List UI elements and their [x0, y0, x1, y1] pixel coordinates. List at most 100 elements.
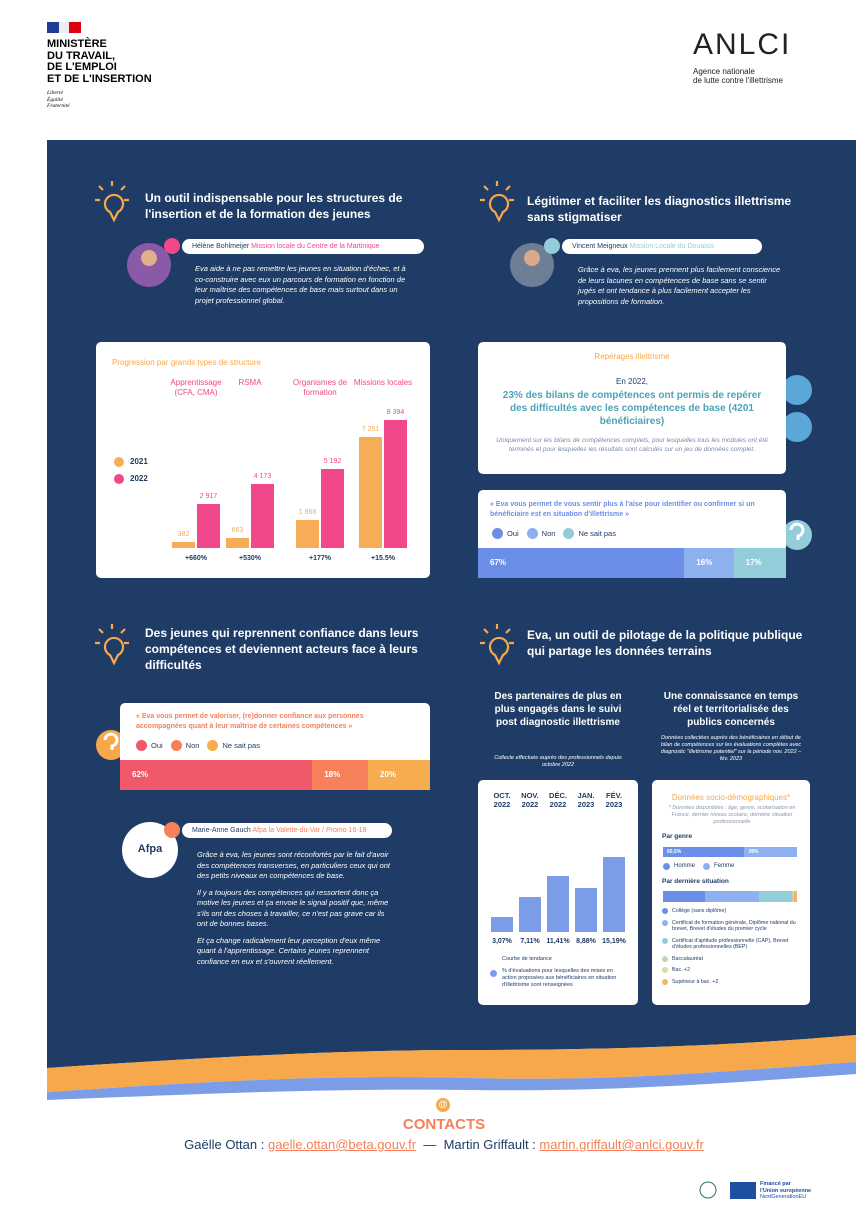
quote-paragraph: Grâce à eva, les jeunes sont réconfortés…	[197, 850, 391, 880]
segment-label: 18%	[324, 770, 341, 780]
agency-full: Agence nationale de lutte contre l'illet…	[693, 67, 783, 85]
legend-dot	[662, 978, 668, 985]
person: Hélène Bohlmeijer	[192, 243, 250, 250]
avatar-face	[141, 250, 157, 266]
category-label: RSMA	[238, 378, 262, 387]
legend-label: Oui	[507, 529, 519, 538]
legend-label: Supérieur à bac. +2	[672, 978, 719, 985]
agency-line: Agence nationale	[693, 67, 755, 76]
legend-dot	[662, 908, 668, 914]
legend-dot	[662, 919, 668, 926]
bar-segment	[312, 760, 368, 790]
legend-dot	[526, 528, 538, 539]
chart-title: « Eva vous permet de valoriser, (re)donn…	[136, 713, 364, 730]
person: Vincent Meigneux	[572, 243, 628, 250]
bar-segment	[120, 760, 313, 790]
segment-label: 62%	[132, 770, 149, 780]
legend-list: Collège (sans diplôme) Certificat de form…	[662, 908, 800, 985]
legend-dot	[663, 863, 670, 870]
question-mark	[103, 522, 805, 750]
funding: Financé par l'Union européenne NextGener…	[760, 1181, 811, 1201]
legend-label: Certificat d'aptitude professionnelle (C…	[672, 937, 789, 951]
legend-dot	[662, 955, 668, 962]
motto-line: Égalité	[47, 96, 63, 103]
funding-line: Financé par	[760, 1181, 791, 1187]
growth-label: +660%	[185, 555, 207, 562]
separator: —	[423, 1137, 437, 1152]
month-label: NOV. 2022	[521, 791, 539, 809]
info-box	[478, 342, 786, 474]
bar-segment	[744, 847, 797, 857]
motto: Liberté Égalité Fraternité	[47, 90, 70, 110]
org: Mission Locale du Douaisis	[629, 243, 715, 250]
flag-red	[69, 22, 81, 33]
growth-label: +15.5%	[371, 555, 395, 562]
section-title: Légitimer et faciliter les diagnostics i…	[527, 194, 792, 224]
person-tag: Hélène Bohlmeijer Mission locale du Cent…	[182, 239, 424, 254]
bar-segment	[733, 548, 786, 578]
ministry: MINISTÈRE DU TRAVAIL, DE L'EMPLOI ET DE …	[47, 38, 152, 85]
flag-blue	[47, 22, 59, 33]
quote-paragraph: Et ça change radicalement leur perceptio…	[197, 935, 381, 966]
legend-label: Certificat de formation générale, Diplôm…	[672, 919, 796, 933]
chart-title: « Eva vous permet de vous sentir plus à …	[490, 501, 755, 518]
value-label: 2 917	[199, 492, 218, 500]
month-label: OCT. 2022	[493, 791, 511, 809]
tag-badge	[164, 822, 180, 838]
value-label: 4 173	[253, 473, 272, 481]
bar-segment	[794, 891, 797, 902]
legend-item: Certificat d'aptitude professionnelle (C…	[662, 937, 800, 951]
contact-name: Gaëlle Ottan :	[184, 1137, 265, 1152]
ministry-line: DE L'EMPLOI	[47, 61, 117, 73]
motto-line: Liberté	[47, 90, 63, 96]
box-highlight: 23% des bilans de compétences ont permis…	[502, 390, 762, 427]
segment-label: 60,5%	[667, 849, 682, 855]
value-label: 7 251	[361, 426, 380, 434]
bar	[519, 896, 541, 932]
bar-segment	[368, 760, 430, 790]
legend-dot	[114, 457, 124, 467]
value-label: 382	[177, 531, 190, 539]
person-tag: Vincent Meigneux Mission Locale du Douai…	[562, 239, 762, 254]
legend-dot	[662, 937, 668, 944]
icon-circle	[782, 375, 812, 405]
section-title: Un outil indispensable pour les structur…	[145, 191, 403, 221]
quote: Grâce à eva, les jeunes prennent plus fa…	[578, 265, 781, 306]
category-label: Organismes de formation	[292, 378, 348, 397]
box-note: Uniquement sur les bilans de compétences…	[496, 437, 768, 453]
logo-circle	[122, 822, 178, 878]
month-label: JAN. 2023	[577, 791, 595, 809]
bar	[491, 916, 513, 932]
avatar-face	[524, 250, 540, 266]
segment-label: 17%	[745, 558, 762, 568]
ministry-line: DU TRAVAIL,	[47, 49, 116, 62]
legend-label: Courbe de tendance	[502, 956, 552, 962]
flag-white	[59, 22, 69, 33]
afpa-logo: Afpa	[137, 843, 163, 855]
legend-label: Non	[185, 741, 200, 750]
legend-dot	[662, 967, 668, 973]
legend-label: Homme	[674, 862, 696, 869]
legend-item: Bac. +2	[662, 967, 800, 974]
value-label: 663	[231, 526, 244, 534]
value-label: 8 394	[386, 409, 405, 416]
bar	[575, 888, 597, 932]
legend-item: Collège (sans diplôme)	[662, 908, 800, 915]
box-footnote: * Données disponibles : âge, genre, scol…	[668, 805, 796, 825]
box-intro: En 2022,	[615, 377, 649, 386]
eu-flag	[730, 1182, 756, 1199]
agency-line: de lutte contre l'illettrisme	[693, 76, 784, 85]
bar	[603, 857, 625, 932]
contact-email[interactable]: martin.griffault@anlci.gouv.fr	[539, 1137, 704, 1152]
legend-item: Certificat de formation générale, Diplôm…	[662, 919, 800, 933]
value-label: 3,07%	[492, 938, 512, 945]
bar-segment	[663, 847, 745, 857]
section-title: Des jeunes qui reprennent confiance dans…	[145, 626, 419, 672]
value-label: 11,41%	[546, 938, 570, 945]
bar	[197, 503, 220, 548]
quote: Eva aide à ne pas remettre les jeunes en…	[195, 264, 406, 305]
bar	[226, 537, 249, 548]
legend-dot	[563, 528, 575, 539]
contact-email[interactable]: gaelle.ottan@beta.gouv.fr	[267, 1137, 417, 1152]
